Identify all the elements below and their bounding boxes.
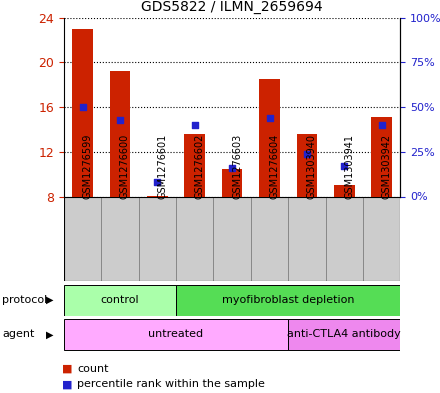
Bar — [222, 169, 242, 196]
Bar — [251, 196, 288, 281]
Text: myofibroblast depletion: myofibroblast depletion — [222, 295, 355, 305]
Point — [266, 115, 273, 121]
Bar — [101, 196, 139, 281]
Text: GSM1303940: GSM1303940 — [307, 134, 317, 199]
Point — [229, 165, 236, 171]
Text: GSM1276600: GSM1276600 — [120, 134, 130, 199]
Text: anti-CTLA4 antibody: anti-CTLA4 antibody — [287, 329, 401, 340]
Bar — [297, 134, 317, 196]
Text: count: count — [77, 364, 109, 374]
Text: ■: ■ — [62, 379, 72, 389]
Bar — [139, 196, 176, 281]
Bar — [64, 319, 288, 350]
Bar — [326, 196, 363, 281]
Bar — [259, 79, 280, 196]
Point — [341, 163, 348, 169]
Bar — [64, 196, 101, 281]
Text: GSM1276599: GSM1276599 — [83, 134, 92, 199]
Bar — [110, 71, 130, 196]
Bar — [176, 285, 400, 316]
Text: GSM1276603: GSM1276603 — [232, 134, 242, 199]
Point — [191, 122, 198, 128]
Text: GSM1276604: GSM1276604 — [269, 134, 279, 199]
Text: percentile rank within the sample: percentile rank within the sample — [77, 379, 265, 389]
Bar — [184, 134, 205, 196]
Bar — [371, 117, 392, 196]
Point — [116, 116, 123, 123]
Point — [378, 122, 385, 128]
Text: GSM1276602: GSM1276602 — [194, 134, 205, 199]
Text: GSM1303941: GSM1303941 — [345, 134, 354, 199]
Text: untreated: untreated — [148, 329, 204, 340]
Bar — [72, 29, 93, 196]
Text: agent: agent — [2, 329, 35, 340]
Bar — [64, 285, 176, 316]
Text: GSM1303942: GSM1303942 — [382, 134, 392, 199]
Text: GSM1276601: GSM1276601 — [158, 134, 167, 199]
Text: protocol: protocol — [2, 295, 48, 305]
Point — [304, 151, 311, 157]
Bar — [363, 196, 400, 281]
Text: control: control — [101, 295, 139, 305]
Title: GDS5822 / ILMN_2659694: GDS5822 / ILMN_2659694 — [141, 0, 323, 14]
Bar — [288, 319, 400, 350]
Bar — [176, 196, 213, 281]
Bar — [288, 196, 326, 281]
Point — [154, 179, 161, 185]
Bar — [334, 185, 355, 196]
Text: ■: ■ — [62, 364, 72, 374]
Bar — [213, 196, 251, 281]
Text: ▶: ▶ — [46, 295, 54, 305]
Point — [79, 104, 86, 110]
Text: ▶: ▶ — [46, 329, 54, 340]
